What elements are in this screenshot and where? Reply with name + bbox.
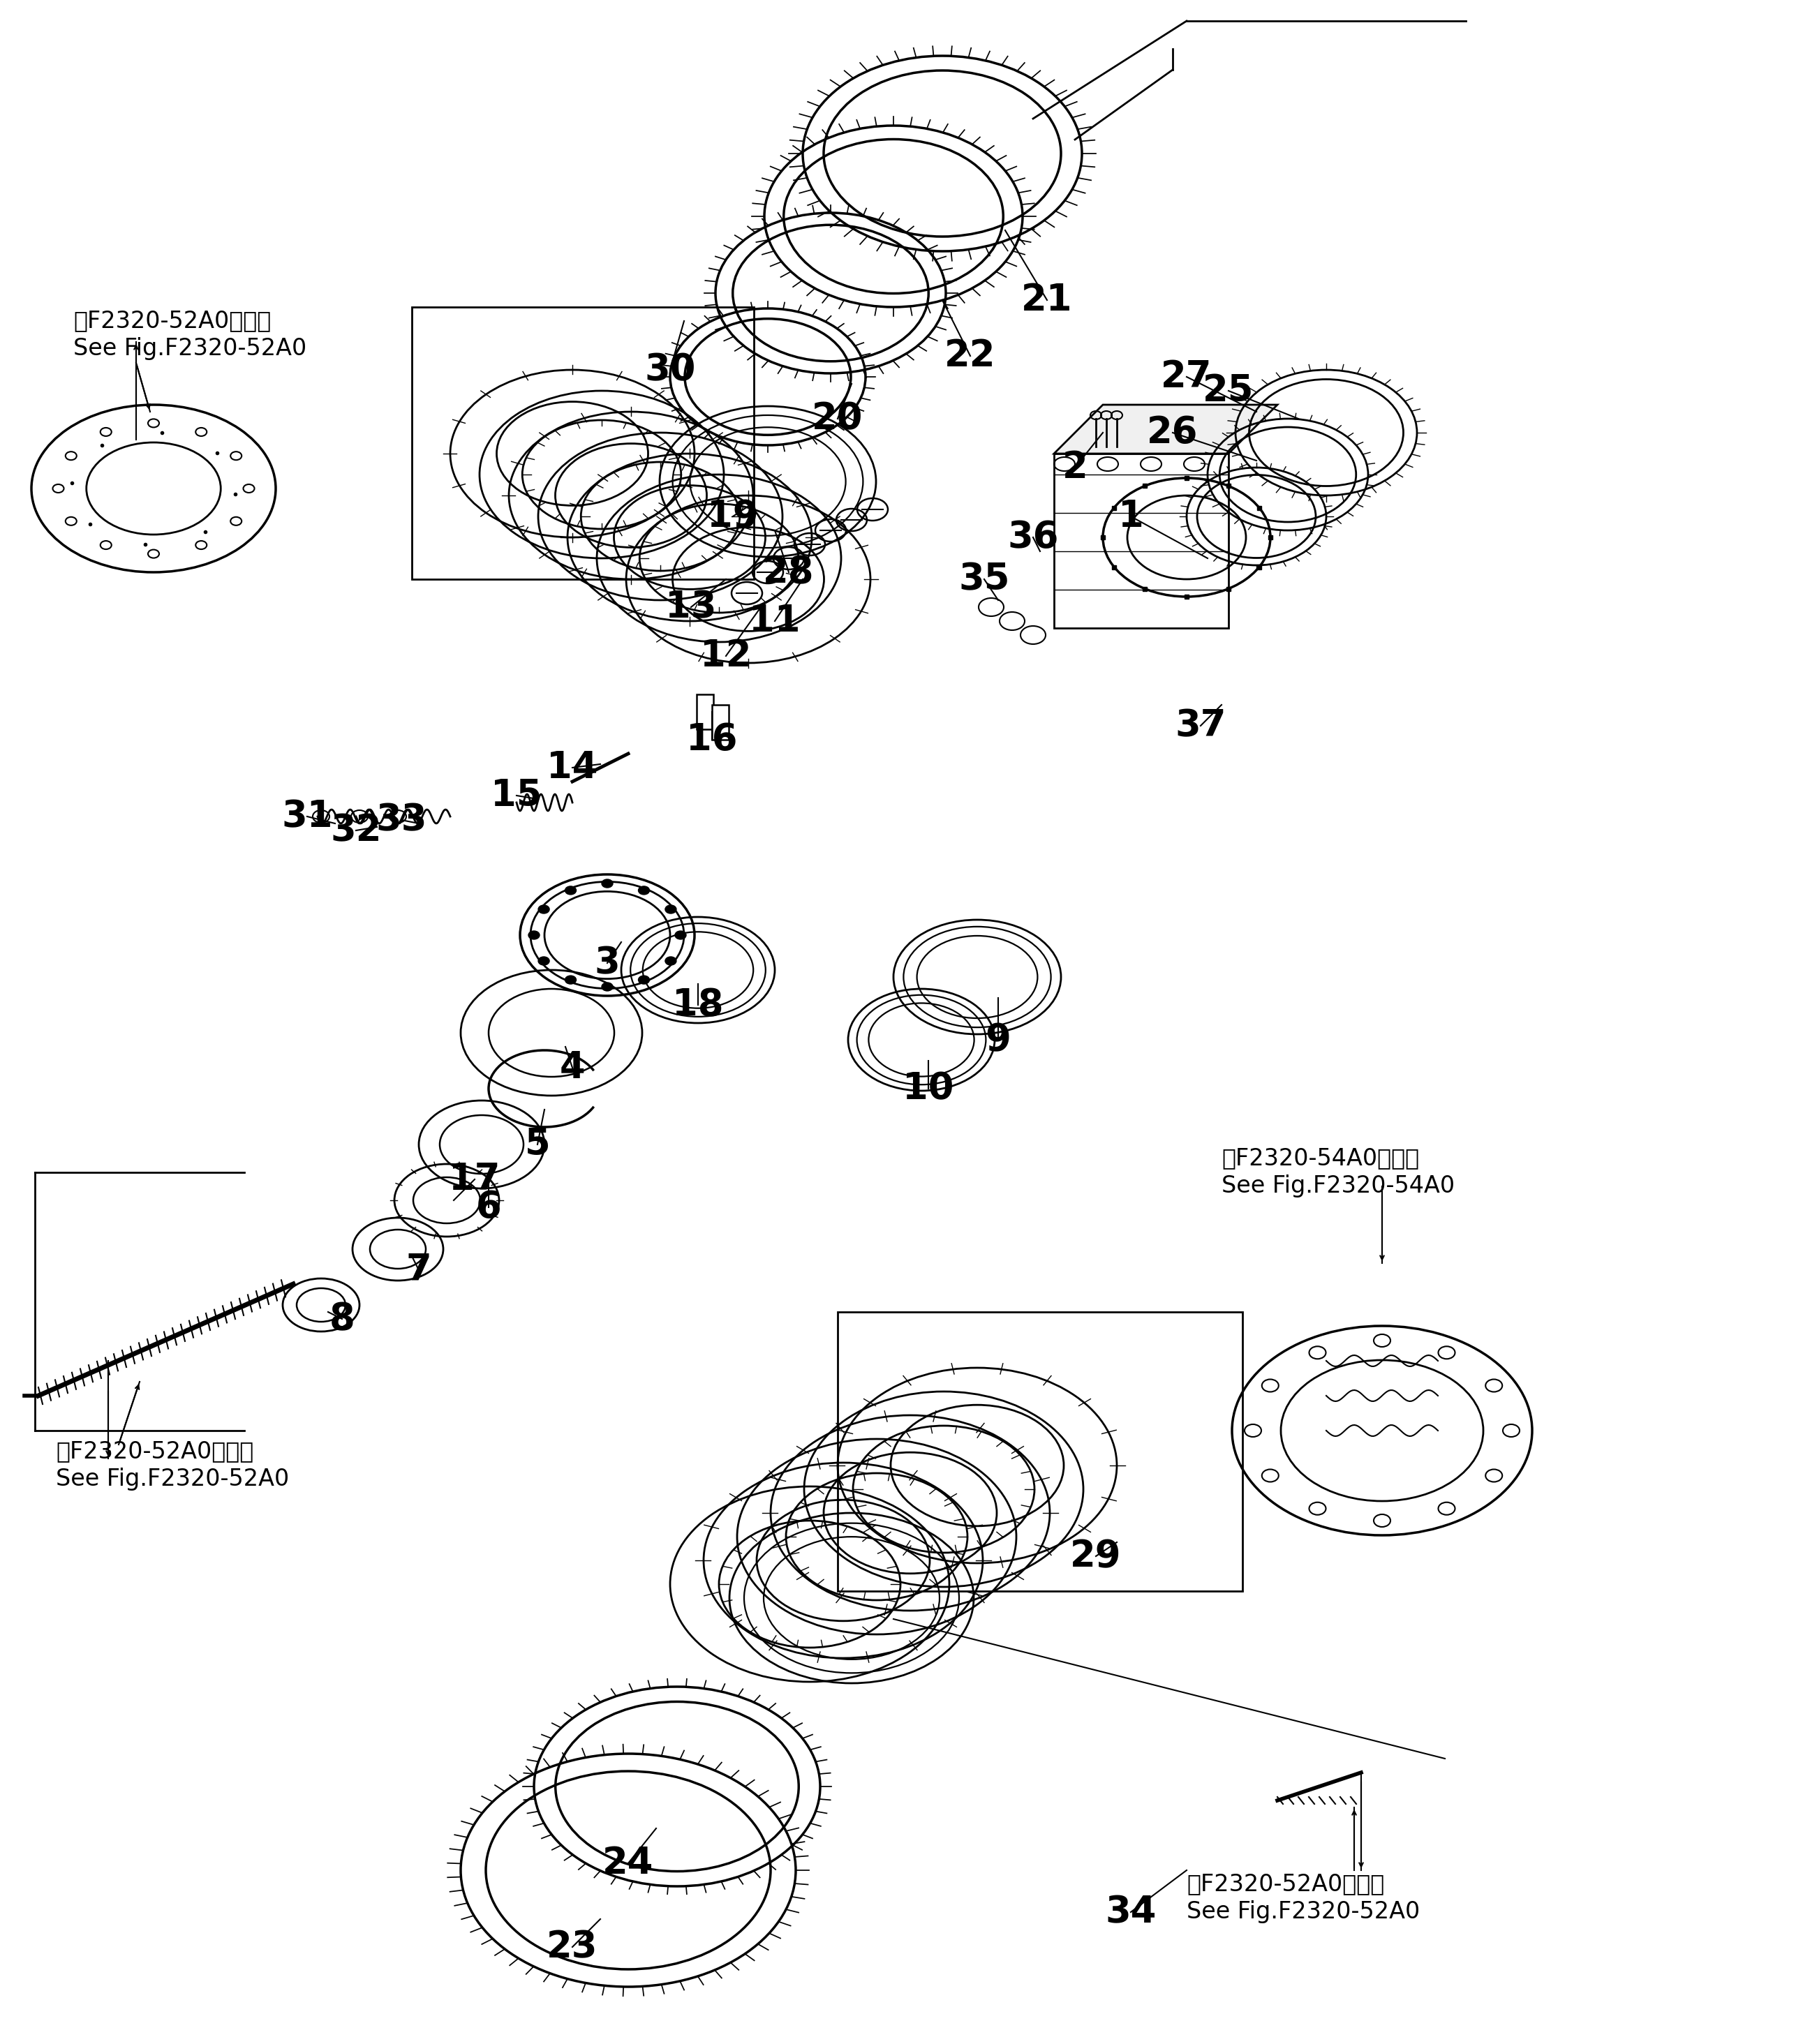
- Text: 第F2320-52A0図参照: 第F2320-52A0図参照: [74, 309, 271, 333]
- Text: See Fig.F2320-52A0: See Fig.F2320-52A0: [56, 1468, 289, 1490]
- Ellipse shape: [675, 930, 686, 940]
- Text: 37: 37: [1175, 707, 1227, 744]
- Ellipse shape: [566, 975, 577, 983]
- Ellipse shape: [528, 930, 539, 940]
- Text: 15: 15: [490, 777, 542, 814]
- Text: 3: 3: [594, 944, 620, 981]
- Text: 28: 28: [763, 554, 814, 591]
- Text: 31: 31: [282, 799, 332, 834]
- Ellipse shape: [539, 957, 550, 965]
- Ellipse shape: [602, 879, 612, 887]
- Text: See Fig.F2320-54A0: See Fig.F2320-54A0: [1221, 1175, 1455, 1198]
- Text: 27: 27: [1160, 358, 1212, 394]
- Ellipse shape: [638, 975, 650, 983]
- Bar: [697, 695, 713, 730]
- Ellipse shape: [638, 887, 650, 895]
- Text: See Fig.F2320-52A0: See Fig.F2320-52A0: [74, 337, 307, 360]
- Ellipse shape: [665, 905, 677, 914]
- Text: 25: 25: [1203, 372, 1254, 409]
- Text: 6: 6: [476, 1190, 501, 1226]
- Text: 13: 13: [665, 589, 717, 625]
- Text: 5: 5: [524, 1126, 550, 1163]
- Ellipse shape: [665, 957, 677, 965]
- Text: 22: 22: [945, 337, 997, 374]
- Text: 21: 21: [1022, 282, 1072, 319]
- Text: 8: 8: [329, 1300, 356, 1337]
- Text: 11: 11: [749, 603, 801, 640]
- Text: 9: 9: [986, 1022, 1011, 1059]
- Text: 1: 1: [1117, 499, 1144, 536]
- Text: 10: 10: [903, 1071, 954, 1106]
- Text: 第F2320-52A0図参照: 第F2320-52A0図参照: [56, 1441, 253, 1464]
- Ellipse shape: [566, 887, 577, 895]
- Text: 32: 32: [330, 811, 381, 848]
- Text: 36: 36: [1008, 519, 1058, 556]
- Text: 16: 16: [686, 722, 738, 758]
- Text: 20: 20: [812, 401, 864, 437]
- Text: 12: 12: [700, 638, 751, 675]
- Text: 23: 23: [546, 1930, 598, 1964]
- Ellipse shape: [602, 983, 612, 991]
- Text: 35: 35: [959, 560, 1009, 597]
- Polygon shape: [1054, 454, 1228, 628]
- Ellipse shape: [539, 905, 550, 914]
- Text: 26: 26: [1148, 415, 1198, 452]
- Bar: [711, 705, 729, 740]
- Text: 4: 4: [560, 1049, 585, 1085]
- Text: 第F2320-54A0図参照: 第F2320-54A0図参照: [1221, 1147, 1419, 1169]
- Text: 30: 30: [645, 352, 695, 388]
- Text: 14: 14: [546, 750, 598, 785]
- Text: 第F2320-52A0図参照: 第F2320-52A0図参照: [1187, 1872, 1385, 1895]
- Text: 34: 34: [1105, 1895, 1157, 1930]
- Polygon shape: [1054, 405, 1277, 454]
- Text: 29: 29: [1070, 1537, 1121, 1574]
- Text: 7: 7: [406, 1251, 431, 1288]
- Text: 33: 33: [375, 801, 427, 838]
- Text: 24: 24: [603, 1846, 654, 1880]
- Text: 2: 2: [1061, 450, 1088, 486]
- Text: 19: 19: [708, 499, 758, 536]
- Text: 17: 17: [449, 1161, 501, 1198]
- Text: See Fig.F2320-52A0: See Fig.F2320-52A0: [1187, 1901, 1421, 1923]
- Text: 18: 18: [672, 987, 724, 1024]
